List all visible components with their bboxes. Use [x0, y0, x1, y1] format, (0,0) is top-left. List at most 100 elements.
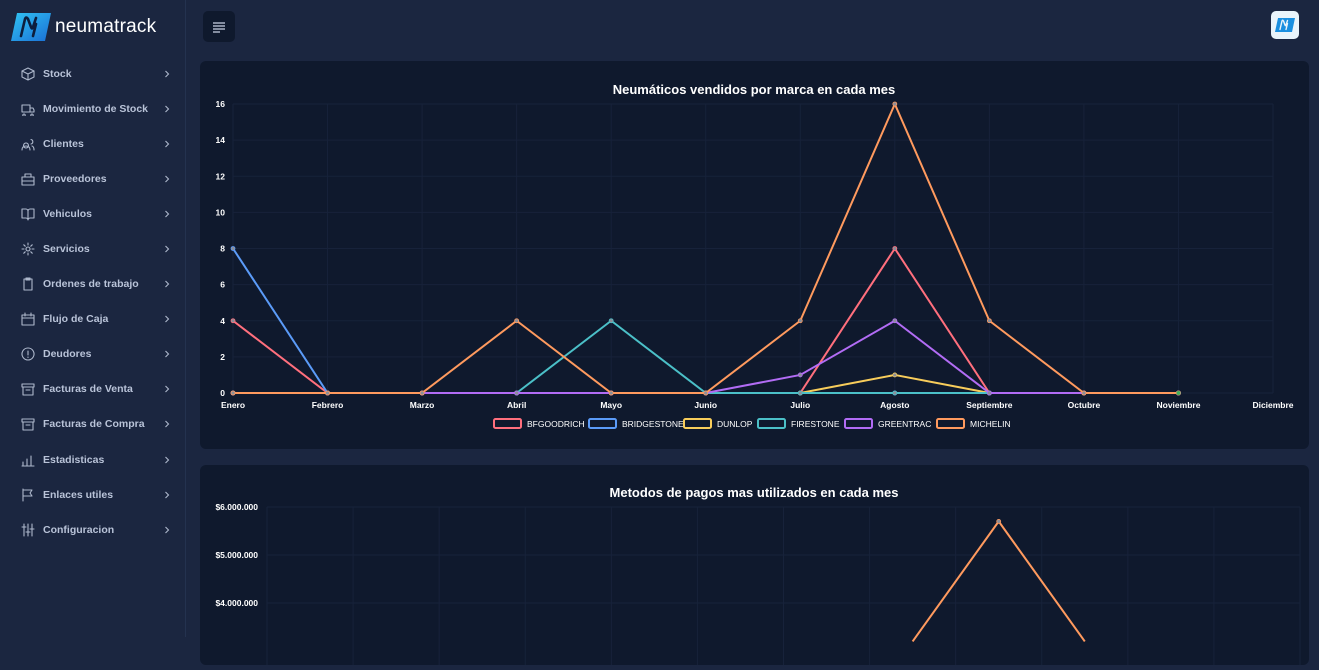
legend-swatch: [683, 418, 712, 429]
sidebar-item-label: Enlaces utiles: [43, 488, 114, 501]
legend-item-bfgoodrich[interactable]: BFGOODRICH: [493, 418, 585, 429]
chart-title: Metodos de pagos mas utilizados en cada …: [610, 485, 899, 500]
sidebar-item-deudores[interactable]: Deudores: [0, 337, 185, 372]
truck-icon: [21, 104, 35, 116]
sidebar-item-estadisticas[interactable]: Estadisticas: [0, 442, 185, 477]
data-point[interactable]: [230, 246, 236, 251]
chevron-right-icon: [165, 70, 170, 77]
data-point[interactable]: [419, 390, 425, 396]
sidebar-item-proveedores[interactable]: Proveedores: [0, 161, 185, 196]
sidebar-item-flujo-de-caja[interactable]: Flujo de Caja: [0, 302, 185, 337]
box-icon: [21, 66, 35, 81]
data-point[interactable]: [230, 390, 236, 396]
data-point[interactable]: [608, 390, 614, 396]
menu-toggle-button[interactable]: [203, 11, 235, 42]
legend-label: FIRESTONE: [791, 419, 840, 429]
sidebar-item-vehiculos[interactable]: Vehiculos: [0, 196, 185, 231]
legend-item-greentrac[interactable]: GREENTRAC: [844, 418, 931, 429]
chevron-right-icon: [165, 526, 170, 534]
data-point[interactable]: [230, 318, 236, 324]
x-tick-label: Septiembre: [966, 400, 1013, 410]
legend-label: MICHELIN: [970, 419, 1011, 429]
data-point[interactable]: [608, 318, 614, 324]
data-point[interactable]: [703, 390, 709, 396]
y-tick-label: 4: [220, 316, 225, 326]
chevron-right-icon: [165, 140, 170, 148]
avatar-logo-icon: [1275, 18, 1295, 32]
x-tick-label: Diciembre: [1252, 400, 1293, 410]
sidebar-item-label: Stock: [43, 67, 72, 80]
legend-label: BRIDGESTONE: [622, 419, 684, 429]
legend-item-bridgestone[interactable]: BRIDGESTONE: [588, 418, 684, 429]
brand-name: neumatrack: [55, 16, 157, 37]
data-point[interactable]: [514, 390, 520, 396]
building-icon: [21, 173, 35, 186]
sidebar: neumatrack Stock Movimiento de Stock Clien…: [0, 0, 186, 637]
data-point[interactable]: [797, 318, 803, 324]
sidebar-item-stock[interactable]: Stock: [0, 56, 185, 91]
calendar-icon: [21, 312, 35, 326]
topbar: [186, 0, 1319, 54]
y-tick-label: $5.000.000: [215, 550, 258, 560]
legend-swatch: [588, 418, 617, 429]
sidebar-item-label: Vehiculos: [43, 207, 93, 220]
data-point[interactable]: [996, 519, 1002, 524]
sidebar-item-clientes[interactable]: Clientes: [0, 126, 185, 161]
y-tick-label: 16: [216, 99, 226, 109]
legend-swatch: [844, 418, 873, 429]
y-tick-label: $6.000.000: [215, 502, 258, 512]
sidebar-item-label: Deudores: [43, 348, 92, 361]
legend-item-firestone[interactable]: FIRESTONE: [757, 418, 840, 429]
sidebar-item-label: Ordenes de trabajo: [43, 278, 139, 291]
data-point[interactable]: [892, 372, 898, 378]
sidebar-item-facturas-de-venta[interactable]: Facturas de Venta: [0, 372, 185, 407]
data-point[interactable]: [1176, 391, 1181, 395]
sidebar-item-label: Facturas de Venta: [43, 383, 133, 396]
x-tick-label: Marzo: [410, 400, 435, 410]
clipboard-icon: [23, 277, 33, 291]
data-point[interactable]: [892, 318, 898, 324]
book-icon: [21, 208, 35, 221]
chevron-right-icon: [165, 245, 170, 253]
y-tick-label: $4.000.000: [215, 598, 258, 608]
sidebar-item-configuracion[interactable]: Configuracion: [0, 512, 185, 547]
sidebar-item-movimiento-de-stock[interactable]: Movimiento de Stock: [0, 91, 185, 126]
y-tick-label: 6: [220, 280, 225, 290]
legend-label: DUNLOP: [717, 419, 753, 429]
sidebar-nav: Stock Movimiento de Stock Clientes Proveedo…: [0, 56, 185, 547]
y-tick-label: 10: [216, 207, 226, 217]
sidebar-item-servicios[interactable]: Servicios: [0, 231, 185, 266]
sidebar-item-label: Servicios: [43, 243, 90, 256]
data-point[interactable]: [986, 318, 992, 324]
chevron-right-icon: [165, 421, 170, 428]
y-tick-label: 12: [216, 171, 226, 181]
legend-item-dunlop[interactable]: DUNLOP: [683, 418, 753, 429]
gear-icon: [21, 242, 35, 256]
chevron-right-icon: [165, 456, 170, 463]
flag-icon: [22, 488, 33, 502]
archive-icon: [21, 418, 35, 432]
data-point[interactable]: [514, 318, 520, 324]
menu-icon: [213, 21, 225, 33]
sidebar-item-ordenes-de-trabajo[interactable]: Ordenes de trabajo: [0, 267, 185, 302]
data-point[interactable]: [892, 246, 898, 251]
brand[interactable]: neumatrack: [11, 13, 156, 41]
data-point[interactable]: [1081, 390, 1087, 396]
series-line[interactable]: [911, 519, 1086, 642]
user-avatar[interactable]: [1271, 11, 1299, 39]
data-point[interactable]: [797, 372, 803, 378]
sidebar-item-label: Clientes: [43, 137, 84, 150]
sidebar-item-enlaces-utiles[interactable]: Enlaces utiles: [0, 477, 185, 512]
chevron-right-icon: [165, 175, 170, 183]
x-tick-label: Julio: [790, 400, 810, 410]
chart-card-payments: Metodos de pagos mas utilizados en cada …: [200, 465, 1309, 665]
legend-item-michelin[interactable]: MICHELIN: [936, 418, 1011, 429]
data-point[interactable]: [325, 390, 330, 396]
data-point[interactable]: [892, 101, 898, 107]
data-point[interactable]: [986, 390, 992, 396]
data-point[interactable]: [892, 390, 898, 396]
data-point[interactable]: [797, 390, 803, 396]
legend-swatch: [936, 418, 965, 429]
sidebar-item-facturas-de-compra[interactable]: Facturas de Compra: [0, 407, 185, 442]
y-tick-label: 2: [220, 352, 225, 362]
